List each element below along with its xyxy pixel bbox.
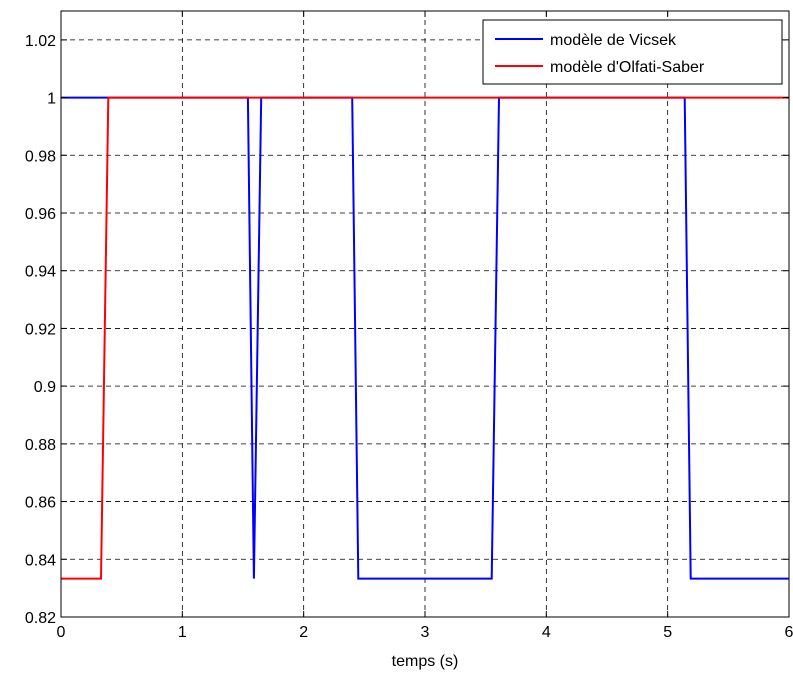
y-tick-label: 0.88 <box>25 437 56 454</box>
y-tick-label: 0.84 <box>25 552 56 569</box>
x-tick-label: 1 <box>178 624 187 641</box>
y-tick-label: 0.82 <box>25 610 56 627</box>
y-tick-label: 1.02 <box>25 33 56 50</box>
y-tick-label: 0.86 <box>25 495 56 512</box>
series-line-1 <box>61 96 789 580</box>
legend-label-1: modèle d'Olfati-Saber <box>550 59 705 76</box>
y-tick-label: 0.98 <box>25 148 56 165</box>
x-tick-label: 5 <box>663 624 672 641</box>
y-tick-label: 0.94 <box>25 264 56 281</box>
x-tick-label: 6 <box>785 624 793 641</box>
y-tick-label: 0.96 <box>25 206 56 223</box>
series-group <box>61 96 789 580</box>
series-line-0 <box>61 96 789 580</box>
grid <box>61 11 789 617</box>
y-tick-label: 0.9 <box>34 379 56 396</box>
y-tick-label: 1 <box>47 91 56 108</box>
axis-ticks: 0 1 2 3 4 5 6 0.82 0.84 0.86 0.88 0.9 0.92 0.94 0.96 0.… <box>25 11 793 641</box>
legend: modèle de Vicsek modèle d'Olfati-Saber <box>482 19 783 85</box>
x-tick-label: 3 <box>421 624 430 641</box>
y-tick-label: 0.92 <box>25 321 56 338</box>
x-tick-label: 2 <box>299 624 308 641</box>
legend-box <box>482 19 783 85</box>
x-tick-label: 4 <box>542 624 551 641</box>
legend-label-0: modèle de Vicsek <box>550 32 677 49</box>
x-tick-label: 0 <box>57 624 66 641</box>
x-axis-label: temps (s) <box>392 653 459 670</box>
